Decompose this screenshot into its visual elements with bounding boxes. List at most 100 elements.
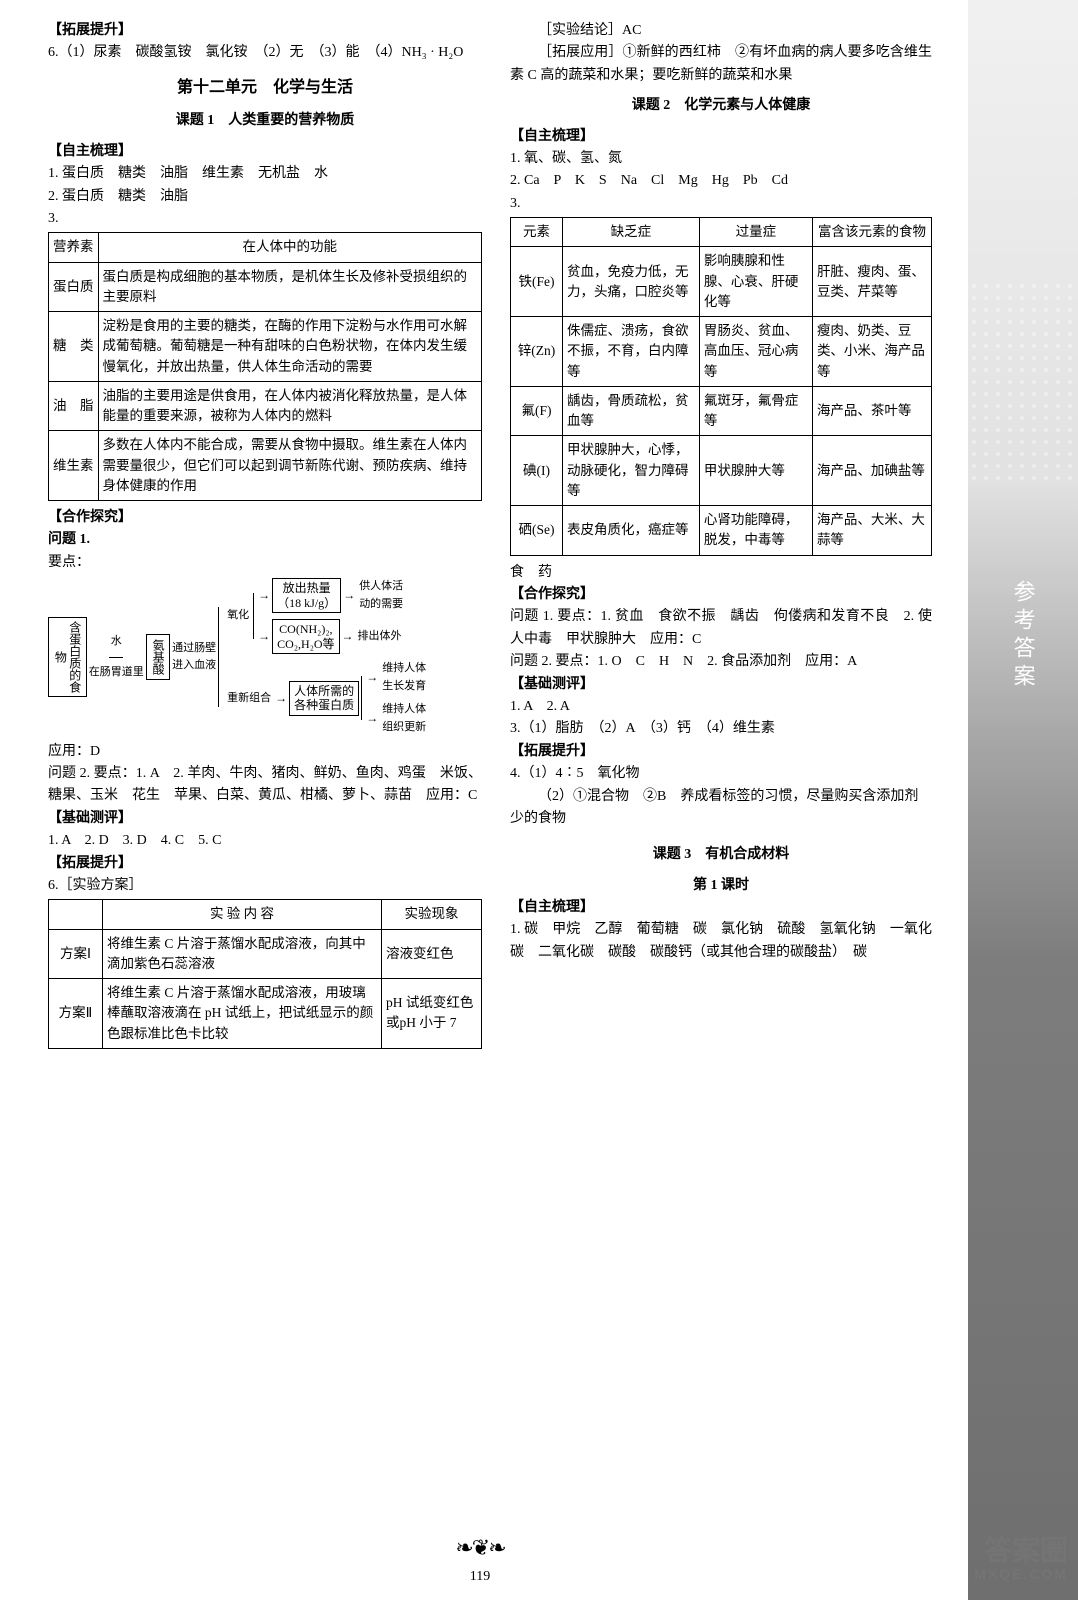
heading-coop2: 【合作探究】 [510, 584, 932, 606]
et-r4c0: 硒(Se) [511, 506, 563, 556]
fc-oxi: 氧化 [225, 607, 251, 625]
et-h0: 元素 [511, 218, 563, 247]
tbl2-r1c0: 方案Ⅱ [49, 979, 103, 1049]
element-table: 元素 缺乏症 过量症 富含该元素的食物 铁(Fe)贫血，免疫力低，无力，头痛，口… [510, 217, 932, 556]
self-1: 1. 蛋白质 糖类 油脂 维生素 无机盐 水 [48, 163, 482, 185]
watermark-sub: MXQE.COM [974, 1567, 1068, 1582]
tbl2-h2: 实验现象 [382, 900, 482, 929]
et-r1c2: 胃肠炎、贫血、高血压、冠心病等 [699, 317, 812, 387]
footer-ornament: ❧❦❧ [455, 1535, 504, 1560]
tbl2-r0c0: 方案Ⅰ [49, 929, 103, 979]
sidebar-pattern [968, 280, 1078, 480]
et-r4c3: 海产品、大米、大蒜等 [812, 506, 931, 556]
page: 【拓展提升】 6.（1）尿素 碳酸氢铵 氯化铵 （2）无 （3）能 （4）NH₃… [0, 0, 960, 1065]
p2: 问题 2. 要点：1. A 2. 羊肉、牛肉、猪肉、鲜奶、鱼肉、鸡蛋 米饭、糖果… [48, 763, 482, 808]
heading-coop1: 【合作探究】 [48, 507, 482, 529]
tbl1-r2c0: 油 脂 [49, 381, 99, 431]
page-footer: ❧❦❧ 119 [0, 1530, 960, 1588]
exp-extension: ［拓展应用］①新鲜的西红柿 ②有坏血病的病人要多吃含维生素 C 高的蔬菜和水果；… [510, 42, 932, 87]
et-r3c3: 海产品、加碘盐等 [812, 436, 931, 506]
left-column: 【拓展提升】 6.（1）尿素 碳酸氢铵 氯化铵 （2）无 （3）能 （4）NH₃… [40, 20, 490, 1055]
watermark: 答案圈 MXQE.COM [974, 1536, 1068, 1582]
et-r1c0: 锌(Zn) [511, 317, 563, 387]
et-r0c3: 肝脏、瘦肉、蛋、豆类、芹菜等 [812, 247, 931, 317]
et-r1c1: 侏儒症、溃疡，食欲不振，不育，白内障等 [563, 317, 700, 387]
r-e4a: 4.（1）4∶5 氧化物 [510, 763, 932, 785]
nutrient-table: 营养素 在人体中的功能 蛋白质蛋白质是构成细胞的基本物质，是机体生长及修补受损组… [48, 232, 482, 501]
heading-self1: 【自主梳理】 [48, 141, 482, 163]
experiment-table: 实 验 内 容 实验现象 方案Ⅰ 将维生素 C 片溶于蒸馏水配成溶液，向其中滴加… [48, 899, 482, 1049]
fc-o1a: 放出热量 （18 kJ/g） [272, 578, 341, 613]
q6b: 6.［实验方案］ [48, 875, 482, 897]
heading-expand3: 【拓展提升】 [510, 741, 932, 763]
watermark-main: 答案圈 [984, 1535, 1068, 1566]
et-h1: 缺乏症 [563, 218, 700, 247]
fc-o2b: 排出体外 [356, 628, 404, 646]
et-r3c1: 甲状腺肿大，心悸，动脉硬化，智力障碍等 [563, 436, 700, 506]
r-s2: 2. Ca P K S Na Cl Mg Hg Pb Cd [510, 170, 932, 192]
q6-answer: 6.（1）尿素 碳酸氢铵 氯化铵 （2）无 （3）能 （4）NH₃ · H₂O [48, 42, 482, 64]
heading-expand2: 【拓展提升】 [48, 853, 482, 875]
exp-conclusion: ［实验结论］AC [510, 20, 932, 42]
sidebar: 参考答案 [968, 0, 1078, 1600]
et-h3: 富含该元素的食物 [812, 218, 931, 247]
fc-src: 含蛋白质的食物 [48, 617, 87, 697]
r-s3: 3. [510, 193, 932, 215]
r-after: 食 药 [510, 562, 932, 584]
fc-o3b2: 维持人体 组织更新 [380, 701, 428, 736]
fc-o3a: 人体所需的 各种蛋白质 [289, 681, 359, 716]
et-r0c2: 影响胰腺和性腺、心衰、肝硬化等 [699, 247, 812, 317]
et-r2c2: 氟斑牙，氟骨症等 [699, 386, 812, 436]
et-r3c0: 碘(I) [511, 436, 563, 506]
tbl2-h1: 实 验 内 容 [103, 900, 382, 929]
self-3: 3. [48, 208, 482, 230]
unit-title: 第十二单元 化学与生活 [48, 75, 482, 101]
r-p1: 问题 1. 要点：1. 贫血 食欲不振 龋齿 佝偻病和发育不良 2. 使人中毒 … [510, 606, 932, 651]
et-r1c3: 瘦肉、奶类、豆类、小米、海产品等 [812, 317, 931, 387]
tbl1-h1: 在人体中的功能 [98, 233, 482, 262]
tbl2-r0c2: 溶液变红色 [382, 929, 482, 979]
page-number: 119 [470, 1569, 490, 1584]
base-answers: 1. A 2. D 3. D 4. C 5. C [48, 830, 482, 852]
topic3-title: 课题 3 有机合成材料 [510, 844, 932, 866]
et-r4c2: 心肾功能障碍，脱发，中毒等 [699, 506, 812, 556]
heading-expand: 【拓展提升】 [48, 20, 482, 42]
fc-o3b1: 维持人体 生长发育 [380, 660, 428, 695]
t3-s1: 1. 碳 甲烷 乙醇 葡萄糖 碳 氯化钠 硫酸 氢氧化钠 一氧化碳 二氧化碳 碳… [510, 919, 932, 964]
heading-base2: 【基础测评】 [510, 674, 932, 696]
topic2-title: 课题 2 化学元素与人体健康 [510, 95, 932, 117]
topic3-sub: 第 1 课时 [510, 875, 932, 897]
p1-points: 要点： [48, 552, 482, 574]
tbl1-r0c1: 蛋白质是构成细胞的基本物质，是机体生长及修补受损组织的主要原料 [98, 262, 482, 312]
right-column: ［实验结论］AC ［拓展应用］①新鲜的西红柿 ②有坏血病的病人要多吃含维生素 C… [490, 20, 940, 1055]
topic1-title: 课题 1 人类重要的营养物质 [48, 110, 482, 132]
tbl2-r0c1: 将维生素 C 片溶于蒸馏水配成溶液，向其中滴加紫色石蕊溶液 [103, 929, 382, 979]
et-r2c3: 海产品、茶叶等 [812, 386, 931, 436]
r-b3: 3.（1）脂肪 （2）A （3）钙 （4）维生素 [510, 718, 932, 740]
tbl2-r1c1: 将维生素 C 片溶于蒸馏水配成溶液，用玻璃棒蘸取溶液滴在 pH 试纸上，把试纸显… [103, 979, 382, 1049]
r-s1: 1. 氧、碳、氢、氮 [510, 148, 932, 170]
heading-self3: 【自主梳理】 [510, 897, 932, 919]
tbl1-r1c0: 糖 类 [49, 312, 99, 382]
fc-step-gut: 在肠胃道里 [87, 664, 146, 682]
r-e4b: （2）①混合物 ②B 养成看标签的习惯，尽量购买含添加剂少的食物 [510, 786, 932, 831]
et-r2c1: 龋齿，骨质疏松，贫血等 [563, 386, 700, 436]
tbl2-h0 [49, 900, 103, 929]
et-r3c2: 甲状腺肿大等 [699, 436, 812, 506]
protein-flowchart: 含蛋白质的食物 水 在肠胃道里 氨基酸 通过肠壁 进入血液 氧化 → [48, 578, 482, 736]
p1-app: 应用：D [48, 741, 482, 763]
et-r2c0: 氟(F) [511, 386, 563, 436]
self-2: 2. 蛋白质 糖类 油脂 [48, 186, 482, 208]
tbl1-r2c1: 油脂的主要用途是供食用，在人体内被消化释放热量，是人体能量的重要来源，被称为人体… [98, 381, 482, 431]
tbl1-r3c0: 维生素 [49, 431, 99, 501]
et-r0c0: 铁(Fe) [511, 247, 563, 317]
heading-self2: 【自主梳理】 [510, 126, 932, 148]
fc-o1b: 供人体活 动的需要 [357, 578, 405, 613]
et-r0c1: 贫血，免疫力低，无力，头痛，口腔炎等 [563, 247, 700, 317]
fc-step-water: 水 [109, 633, 124, 651]
et-r4c1: 表皮角质化，癌症等 [563, 506, 700, 556]
tbl1-r1c1: 淀粉是食用的主要的糖类，在酶的作用下淀粉与水作用可水解成葡萄糖。葡萄糖是一种有甜… [98, 312, 482, 382]
r-p2: 问题 2. 要点：1. O C H N 2. 食品添加剂 应用：A [510, 651, 932, 673]
tbl1-h0: 营养素 [49, 233, 99, 262]
sidebar-label: 参考答案 [1005, 580, 1040, 692]
